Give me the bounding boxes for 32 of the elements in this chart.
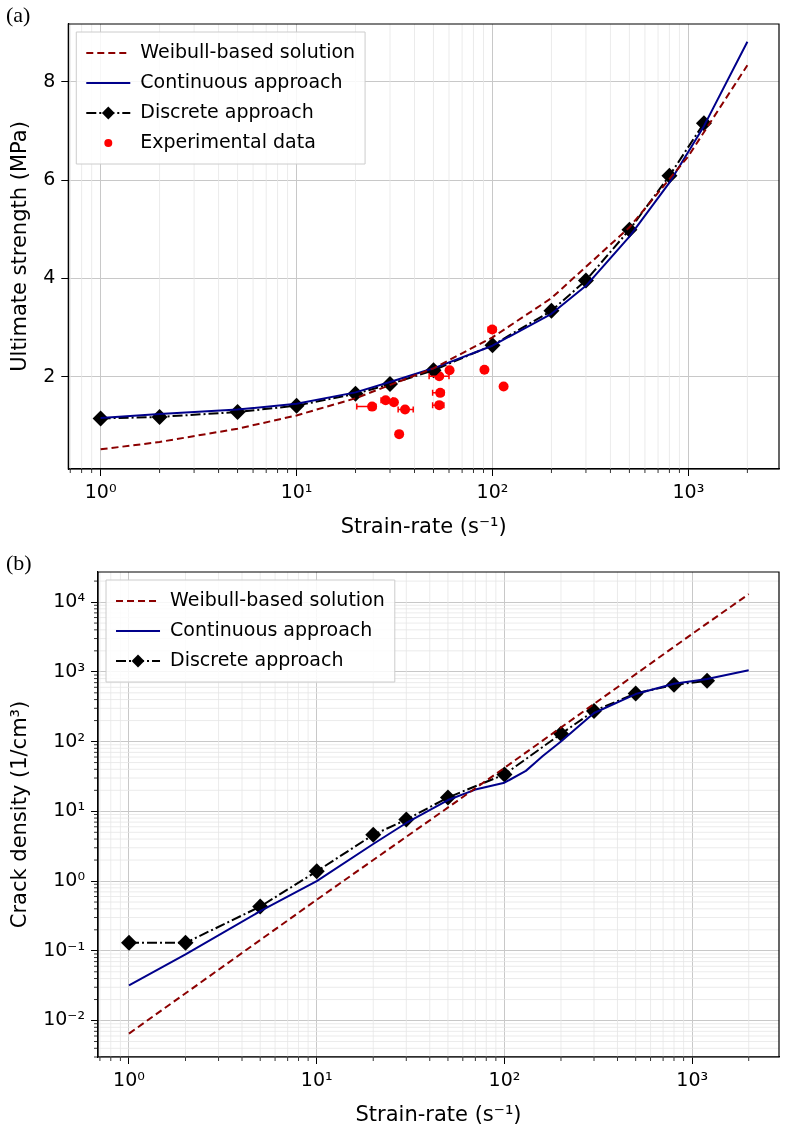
chart-title: (a) xyxy=(6,2,31,28)
legend-label: Continuous approach xyxy=(140,69,343,92)
x-tick-label: 10⁰ xyxy=(84,480,117,503)
x-axis-title: Strain-rate (s⁻¹) xyxy=(355,1101,522,1126)
y-tick-label: 4 xyxy=(43,265,56,288)
y-axis-title: Ultimate strength (MPa) xyxy=(7,121,32,372)
x-tick-label: 10¹ xyxy=(300,1068,333,1091)
y-tick-label: 10² xyxy=(53,728,86,751)
legend-label: Continuous approach xyxy=(170,617,373,640)
x-tick-label: 10² xyxy=(488,1068,521,1091)
legend-label: Experimental data xyxy=(140,129,316,152)
y-tick-label: 10¹ xyxy=(53,798,86,821)
legend-label: Weibull-based solution xyxy=(170,587,385,610)
x-tick-label: 10³ xyxy=(676,1068,709,1091)
y-tick-label: 10⁴ xyxy=(53,589,86,612)
y-axis-title: Crack density (1/cm³) xyxy=(7,700,32,929)
x-tick-label: 10² xyxy=(476,480,509,503)
y-tick-label: 6 xyxy=(43,167,56,190)
legend-label: Weibull-based solution xyxy=(140,39,356,62)
y-tick-label: 8 xyxy=(43,68,56,91)
x-tick-label: 10¹ xyxy=(280,480,313,503)
y-tick-label: 10⁰ xyxy=(53,867,86,890)
legend-label: Discrete approach xyxy=(140,99,314,122)
y-tick-label: 10⁻² xyxy=(43,1007,86,1030)
y-tick-label: 10³ xyxy=(53,658,86,681)
legend-label: Discrete approach xyxy=(170,647,344,670)
y-tick-label: 10⁻¹ xyxy=(43,937,86,960)
chart-title: (b) xyxy=(6,550,32,576)
x-axis-title: Strain-rate (s⁻¹) xyxy=(340,513,507,538)
y-tick-label: 2 xyxy=(43,363,56,386)
x-tick-label: 10³ xyxy=(672,480,705,503)
x-tick-label: 10⁰ xyxy=(113,1068,145,1091)
